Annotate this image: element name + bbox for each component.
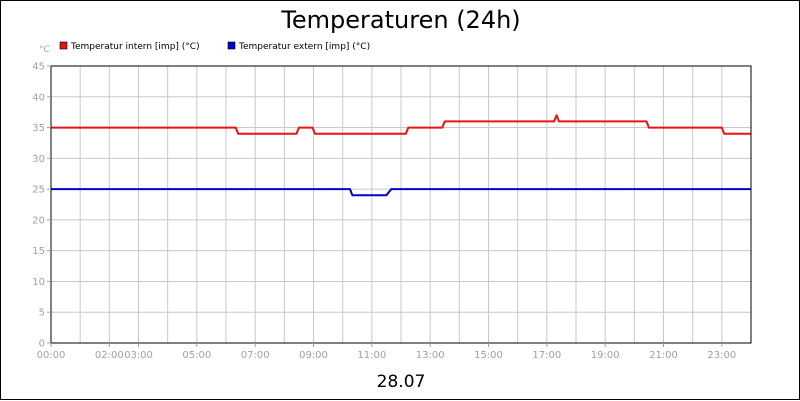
x-tick-label: 15:00 [474,350,503,361]
x-tick-label: 17:00 [532,350,561,361]
x-tick-label: 00:00 [37,350,66,361]
legend: Temperatur intern [imp] (°C) Temperatur e… [59,41,370,52]
legend-label: Temperatur intern [imp] (°C) [70,42,200,52]
y-tick-label: 25 [32,185,45,196]
series-lines [51,114,751,197]
y-tick-label: 0 [39,339,45,350]
legend-label: Temperatur extern [imp] (°C) [238,42,370,52]
y-tick-label: 20 [32,215,45,226]
x-tick-label: 23:00 [707,350,736,361]
y-axis-unit: °C [39,45,50,55]
y-tick-labels: 0 5 10 15 20 25 30 35 40 45 [32,62,51,350]
y-tick-label: 40 [32,92,45,103]
chart-title: Temperaturen (24h) [280,6,520,34]
x-tick-label: 05:00 [182,350,211,361]
x-tick-label: 13:00 [416,350,445,361]
y-tick-label: 15 [32,246,45,257]
x-tick-label: 11:00 [357,350,386,361]
legend-swatch [59,41,68,50]
x-tick-label: 03:00 [124,350,153,361]
y-tick-label: 5 [39,308,45,319]
legend-swatch [227,41,236,50]
x-tick-label: 19:00 [591,350,620,361]
y-tick-label: 30 [32,154,45,165]
series-line-intern [51,114,751,135]
x-tick-label: 21:00 [649,350,678,361]
y-tick-label: 10 [32,277,45,288]
x-tick-label: 02:00 [95,350,124,361]
y-tick-label: 35 [32,123,45,134]
y-tick-label: 45 [32,62,45,73]
plot-border [50,65,752,344]
series-line-extern [51,188,751,197]
x-tick-label: 07:00 [241,350,270,361]
x-axis-date-label: 28.07 [377,372,426,392]
x-tick-label: 09:00 [299,350,328,361]
x-tick-labels: 00:00 02:00 03:00 05:00 07:00 09:00 11:00 13:00… [37,343,736,361]
